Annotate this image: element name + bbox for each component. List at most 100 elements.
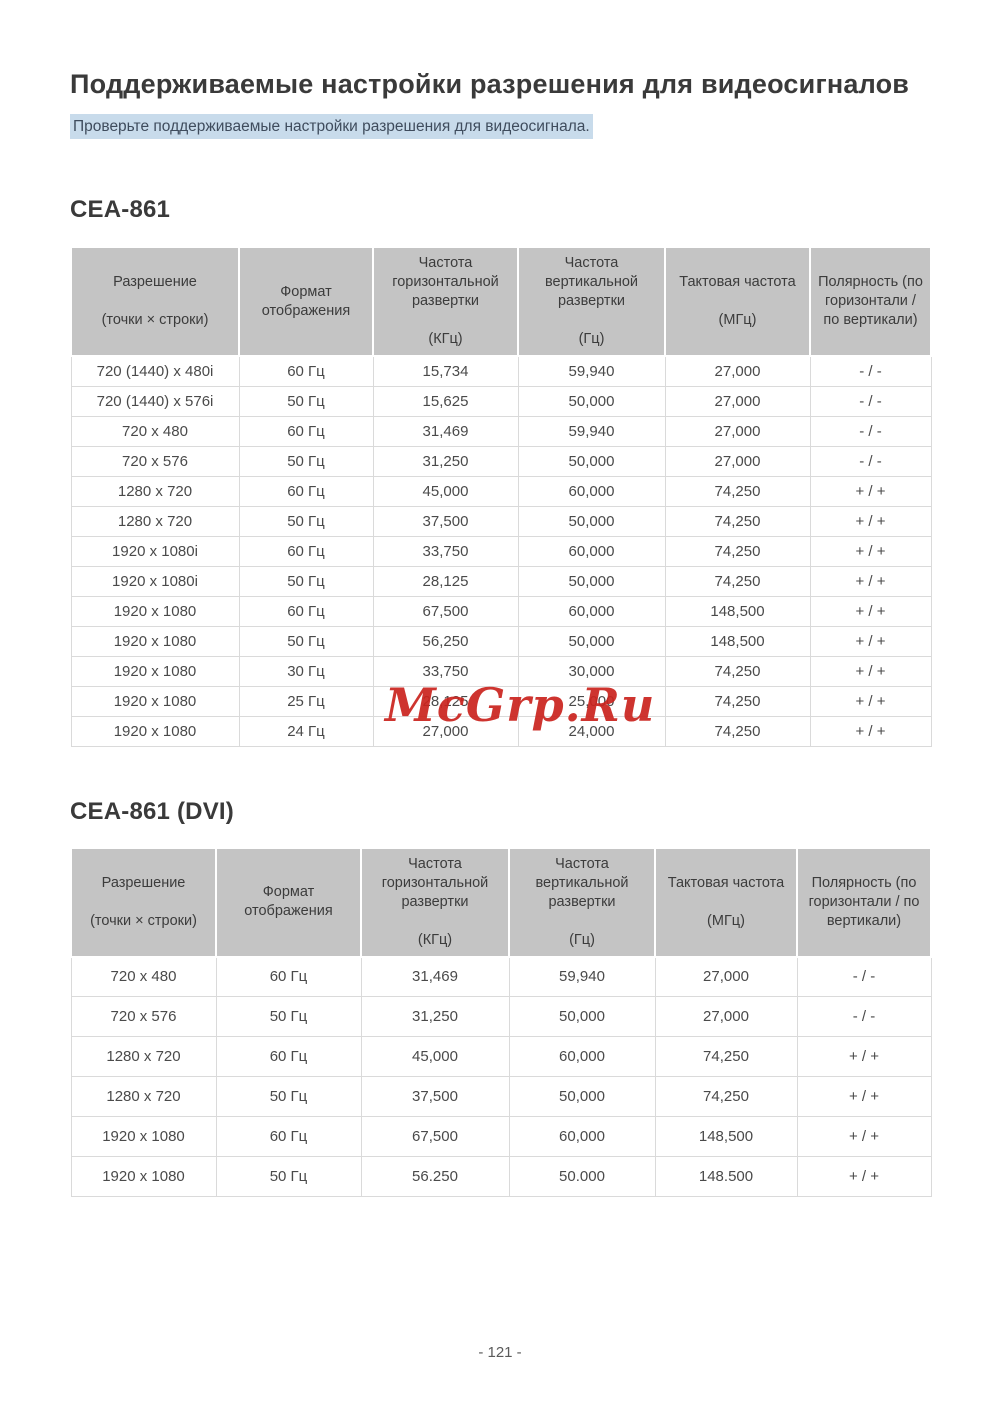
table-cell: + / + — [796, 1156, 932, 1198]
column-header-clock: Тактовая частота (МГц) — [654, 846, 798, 958]
table-cell: 27,000 — [664, 355, 811, 387]
table-cell: 60 Гц — [215, 1036, 362, 1078]
column-header-clock: Тактовая частота (МГц) — [664, 246, 811, 358]
table-cell: 27,000 — [664, 445, 811, 477]
table-cell: + / + — [809, 535, 932, 567]
table-cell: + / + — [809, 625, 932, 657]
table-cell: 50 Гц — [238, 385, 374, 417]
table-cell: 45,000 — [372, 475, 519, 507]
table-cell: 50,000 — [517, 445, 666, 477]
table-cell: 60,000 — [517, 595, 666, 627]
table-cell: 74,250 — [664, 565, 811, 597]
table-cea861: Разрешение (точки × строки) Формат отобр… — [70, 246, 932, 747]
table-row: 1920 x 1080 50 Гц 56.250 50.000 148.500 + / + — [70, 1156, 932, 1198]
column-header-format: Формат отображения — [215, 846, 362, 958]
table-cell: 60 Гц — [215, 1116, 362, 1158]
table-cell: 1920 x 1080 — [70, 1116, 217, 1158]
table-body: 720 (1440) x 480i 60 Гц 15,734 59,940 27,000… — [70, 355, 932, 747]
table-cell: 28,125 — [372, 685, 519, 717]
table-cell: - / - — [809, 445, 932, 477]
page-number: - 121 - — [478, 1344, 522, 1361]
table-cell: 28,125 — [372, 565, 519, 597]
table-cell: 720 (1440) x 576i — [70, 385, 240, 417]
table-cell: 33,750 — [372, 655, 519, 687]
table-cell: 30,000 — [517, 655, 666, 687]
table-cell: 50,000 — [508, 996, 656, 1038]
table-cell: 37,500 — [360, 1076, 510, 1118]
table-cell: + / + — [809, 565, 932, 597]
column-header-hfreq: Частота горизонтальной развертки (КГц) — [360, 846, 510, 958]
table-cell: 720 x 480 — [70, 956, 217, 998]
table-cell: 60 Гц — [238, 595, 374, 627]
table-cell: 1280 x 720 — [70, 505, 240, 537]
table-row: 1920 x 1080 50 Гц 56,250 50,000 148,500 + / + — [70, 625, 932, 657]
table-cell: 1280 x 720 — [70, 475, 240, 507]
table-cell: 74,250 — [664, 505, 811, 537]
table-row: 720 (1440) x 480i 60 Гц 15,734 59,940 27,000… — [70, 355, 932, 387]
table-header: Разрешение (точки × строки) Формат отобр… — [70, 246, 932, 358]
table-cell: 1920 x 1080i — [70, 535, 240, 567]
table-cell: 60,000 — [508, 1116, 656, 1158]
table-cell: 60 Гц — [215, 956, 362, 998]
table-cell: 31,469 — [360, 956, 510, 998]
table-cell: 15,734 — [372, 355, 519, 387]
table-cell: 720 x 576 — [70, 996, 217, 1038]
table-row: 1920 x 1080 24 Гц 27,000 24,000 74,250 + / + — [70, 715, 932, 747]
table-cell: 45,000 — [360, 1036, 510, 1078]
table-cell: 1920 x 1080 — [70, 715, 240, 747]
table-cell: 60,000 — [517, 535, 666, 567]
column-header-resolution: Разрешение (точки × строки) — [70, 246, 240, 358]
table-cell: 148.500 — [654, 1156, 798, 1198]
table-cell: - / - — [796, 956, 932, 998]
table-row: 1920 x 1080 25 Гц 28,125 25,000 74,250 + / + — [70, 685, 932, 717]
table-cell: 24,000 — [517, 715, 666, 747]
table-cell: 50,000 — [508, 1076, 656, 1118]
table-cell: 148,500 — [654, 1116, 798, 1158]
page-title: Поддерживаемые настройки разрешения для … — [70, 69, 910, 99]
table-row: 1920 x 1080i 60 Гц 33,750 60,000 74,250 + / + — [70, 535, 932, 567]
table-cell: 50,000 — [517, 505, 666, 537]
table-cell: 60 Гц — [238, 475, 374, 507]
column-header-vfreq: Частота вертикальной развертки (Гц) — [517, 246, 666, 358]
table-cell: + / + — [796, 1116, 932, 1158]
section-heading-cea861-dvi: CEA-861 (DVI) — [70, 797, 234, 825]
table-cell: 59,940 — [517, 355, 666, 387]
table-cell: 1920 x 1080 — [70, 685, 240, 717]
table-cell: - / - — [809, 355, 932, 387]
table-cell: 24 Гц — [238, 715, 374, 747]
table-row: 1920 x 1080i 50 Гц 28,125 50,000 74,250 + / + — [70, 565, 932, 597]
table-cell: + / + — [809, 505, 932, 537]
table-cell: 59,940 — [508, 956, 656, 998]
table-cell: 27,000 — [664, 415, 811, 447]
table-cell: 67,500 — [360, 1116, 510, 1158]
table-cell: 74,250 — [664, 535, 811, 567]
table-cell: 1920 x 1080 — [70, 625, 240, 657]
section-heading-cea861: CEA-861 — [70, 196, 171, 224]
table-cell: 56.250 — [360, 1156, 510, 1198]
table-row: 1280 x 720 60 Гц 45,000 60,000 74,250 + / + — [70, 1036, 932, 1078]
table-cell: 74,250 — [664, 715, 811, 747]
table-cell: 60 Гц — [238, 355, 374, 387]
table-row: 1920 x 1080 60 Гц 67,500 60,000 148,500 + / + — [70, 1116, 932, 1158]
table-cell: 50.000 — [508, 1156, 656, 1198]
column-header-resolution: Разрешение (точки × строки) — [70, 846, 217, 958]
table-cell: 27,000 — [654, 996, 798, 1038]
column-header-hfreq: Частота горизонтальной развертки (КГц) — [372, 246, 519, 358]
table-cell: 50 Гц — [238, 505, 374, 537]
table-cell: 59,940 — [517, 415, 666, 447]
table-cell: - / - — [796, 996, 932, 1038]
table-body: 720 x 480 60 Гц 31,469 59,940 27,000- / -720… — [70, 956, 932, 1198]
table-cell: 50 Гц — [238, 445, 374, 477]
table-cell: 37,500 — [372, 505, 519, 537]
table-cell: 25 Гц — [238, 685, 374, 717]
table-cell: 31,250 — [372, 445, 519, 477]
table-cell: 15,625 — [372, 385, 519, 417]
table-cell: 1280 x 720 — [70, 1036, 217, 1078]
table-cea861-dvi: Разрешение (точки × строки) Формат отобр… — [70, 846, 932, 1198]
table-cell: 67,500 — [372, 595, 519, 627]
table-cell: - / - — [809, 415, 932, 447]
table-cell: 1920 x 1080i — [70, 565, 240, 597]
table-cell: + / + — [809, 715, 932, 747]
table-cell: 74,250 — [654, 1036, 798, 1078]
page-content: Поддерживаемые настройки разрешения для … — [70, 69, 932, 1198]
